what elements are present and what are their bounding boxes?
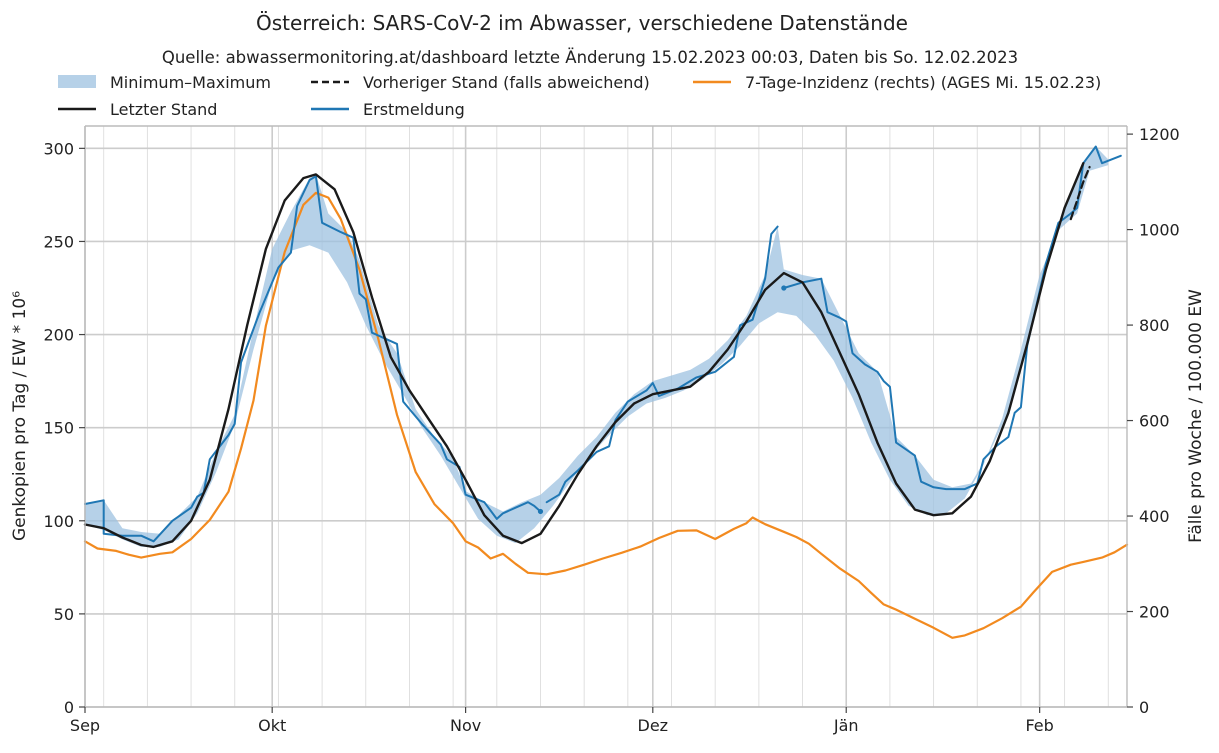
- min-max-band: [85, 146, 1109, 547]
- series-erstmeldung: [782, 145, 1122, 491]
- x-tick-label: Nov: [450, 716, 481, 735]
- y-tick-label: 300: [43, 139, 74, 158]
- y-tick-label: 200: [43, 326, 74, 345]
- series-layer: [83, 145, 1129, 639]
- axes: 0 50 100 150 200 250 300 0 200 400 600 800 1000 1200 S…: [43, 125, 1179, 735]
- y2-axis-label: Fälle pro Woche / 100.000 EW: [1186, 289, 1206, 543]
- chart-title: Österreich: SARS-CoV-2 im Abwasser, vers…: [256, 11, 908, 35]
- legend-label: Letzter Stand: [110, 100, 217, 119]
- series-7-tage-inzidenz-rechts-ages-mi-15-02-23: [83, 191, 1129, 639]
- grid: [84, 126, 1127, 708]
- legend: Minimum–Maximum Letzter Stand Vorheriger S…: [58, 73, 1101, 119]
- y2-tick-label: 800: [1139, 316, 1170, 335]
- x-tick-label: Sep: [70, 716, 100, 735]
- y2-tick-label: 600: [1139, 412, 1170, 431]
- series-letzter-stand: [83, 161, 1085, 549]
- y-tick-label: 250: [43, 232, 74, 251]
- y2-tick-label: 1000: [1139, 221, 1180, 240]
- y-tick-label: 50: [54, 605, 74, 624]
- y2-tick-label: 0: [1139, 698, 1149, 717]
- x-tick-label: Dez: [638, 716, 669, 735]
- legend-label: Vorheriger Stand (falls abweichend): [363, 73, 650, 92]
- series-marker: [781, 285, 787, 291]
- y2-tick-label: 400: [1139, 507, 1170, 526]
- legend-label: Erstmeldung: [363, 100, 465, 119]
- y-tick-label: 150: [43, 419, 74, 438]
- y2-tick-label: 1200: [1139, 125, 1180, 144]
- x-tick-label: Feb: [1025, 716, 1053, 735]
- legend-label: Minimum–Maximum: [110, 73, 271, 92]
- chart-subtitle: Quelle: abwassermonitoring.at/dashboard …: [162, 48, 1018, 67]
- x-tick-label: Okt: [258, 716, 286, 735]
- band-layer: [85, 146, 1109, 547]
- legend-swatch-band: [58, 75, 96, 88]
- y2-tick-label: 200: [1139, 603, 1170, 622]
- y-tick-label: 0: [64, 698, 74, 717]
- series-marker: [537, 508, 544, 515]
- y-axis-label: Genkopien pro Tag / EW * 10⁶: [10, 291, 30, 541]
- legend-label: 7-Tage-Inzidenz (rechts) (AGES Mi. 15.02…: [745, 73, 1101, 92]
- y-tick-label: 100: [43, 512, 74, 531]
- series-vorheriger-stand-falls-abweichend: [1069, 165, 1091, 221]
- x-tick-label: Jän: [833, 716, 859, 735]
